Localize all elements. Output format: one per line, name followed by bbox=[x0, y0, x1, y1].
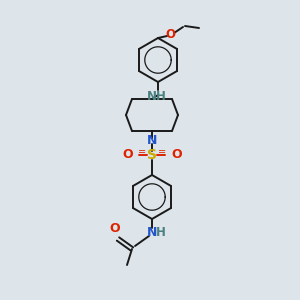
Text: S: S bbox=[147, 148, 157, 162]
Text: N: N bbox=[147, 89, 157, 103]
Text: O: O bbox=[122, 148, 133, 161]
Text: =: = bbox=[158, 147, 166, 157]
Text: =: = bbox=[138, 147, 146, 157]
Text: O: O bbox=[165, 28, 175, 41]
Text: O: O bbox=[171, 148, 181, 161]
Text: N: N bbox=[147, 226, 157, 239]
Text: H: H bbox=[156, 89, 166, 103]
Text: N: N bbox=[147, 134, 157, 148]
Text: H: H bbox=[156, 226, 166, 239]
Text: O: O bbox=[110, 222, 120, 235]
